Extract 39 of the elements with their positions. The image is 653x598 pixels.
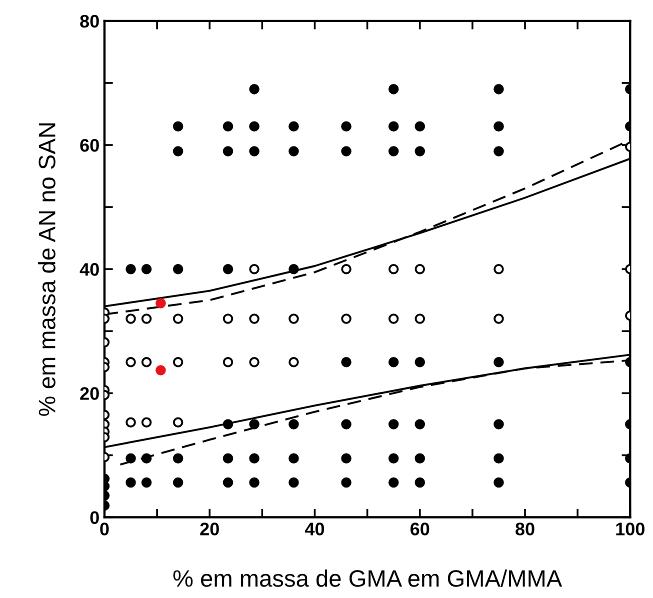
point [249,264,260,274]
point [141,357,152,368]
point [126,314,136,324]
x-tick-label: 40 [304,522,324,536]
x-tick-label: 0 [100,522,109,536]
x-tick-label: 100 [616,522,644,536]
y-tick-label: 20 [80,387,99,400]
point [249,314,260,324]
point [222,314,234,324]
point [141,417,152,428]
point [249,357,260,368]
point [388,314,399,324]
point [126,357,136,368]
y-tick-label: 60 [80,138,99,152]
y-tick-label: 40 [80,263,99,276]
point [288,357,299,368]
point [341,314,352,324]
point [156,365,166,376]
x-tick-label: 60 [410,522,430,536]
point [494,314,504,324]
x-tick-label: 80 [516,522,534,536]
x-axis-title: % em massa de GMA em GMA/MMA [173,570,562,587]
point [288,314,299,324]
y-tick-label: 80 [80,14,99,28]
point [341,264,352,274]
point [156,298,166,308]
point [414,314,426,324]
y-tick-label: 0 [90,511,99,524]
point [222,357,234,368]
point [126,417,136,428]
point [388,264,399,274]
point [172,417,184,428]
point [494,264,504,274]
point [172,357,184,368]
point [172,314,184,324]
point [414,264,426,274]
y-axis-title: % em massa de AN no SAN [38,123,56,416]
point [141,314,152,324]
x-tick-label: 20 [200,522,219,536]
